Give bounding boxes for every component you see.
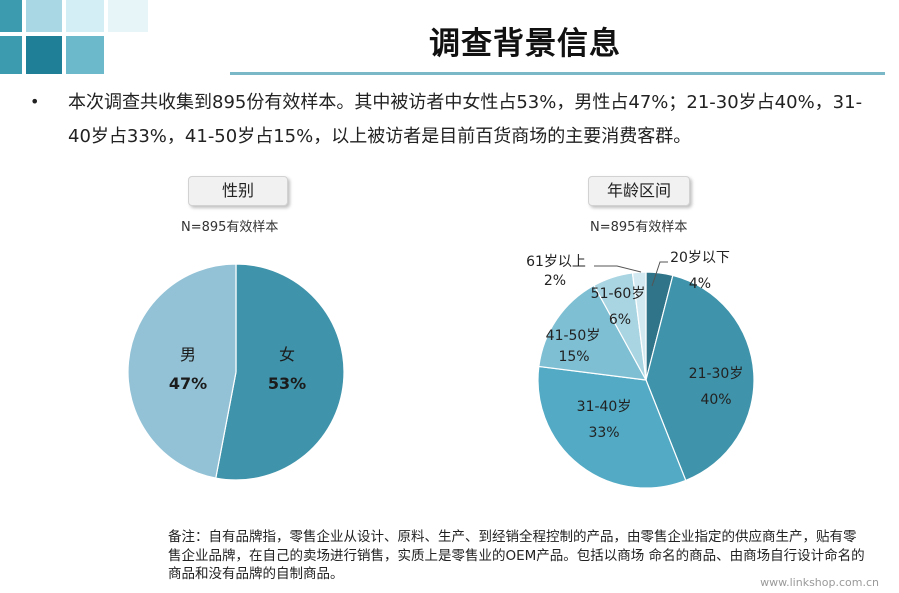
slice-value-label: 15% (558, 349, 589, 365)
pie-slice (538, 284, 648, 381)
watermark: www.linkshop.com.cn (760, 576, 879, 589)
slice-label: 31-40岁 (577, 399, 632, 415)
slice-value-label: 6% (609, 312, 631, 328)
corner-decoration (0, 0, 150, 75)
slice-value-label: 40% (700, 392, 731, 408)
slice-label: 41-50岁 (546, 328, 601, 344)
age-chart-title: 年龄区间 (588, 176, 690, 206)
deco-square (108, 0, 148, 32)
slice-value-label: 4% (689, 276, 711, 292)
slice-label: 20岁以下 (670, 250, 730, 266)
slice-label: 61岁以上 (526, 254, 586, 270)
gender-chart-subtitle: N=895有效样本 (181, 220, 279, 235)
footnote: 备注：自有品牌指，零售企业从设计、原料、生产、到经销全程控制的产品，由零售企业指… (168, 529, 865, 582)
slice-label: 女 (279, 345, 295, 364)
slice-label: 51-60岁 (591, 286, 646, 302)
deco-square (0, 36, 22, 74)
page-title: 调查背景信息 (429, 26, 621, 62)
age-chart-subtitle: N=895有效样本 (590, 220, 688, 235)
slice-value-label: 47% (169, 374, 207, 393)
pie-slice (127, 263, 237, 479)
pie-slice (631, 271, 647, 381)
slice-value-label: 53% (268, 374, 306, 393)
slice-value-label: 33% (588, 425, 619, 441)
deco-square (26, 0, 62, 32)
deco-square (0, 0, 22, 32)
bullet-dot: • (30, 92, 40, 111)
title-underline (230, 72, 885, 75)
slice-value-label: 2% (544, 273, 566, 289)
intro-text: 本次调查共收集到895份有效样本。其中被访者中女性占53%，男性占47%；21-… (68, 92, 863, 147)
pie-slice (645, 274, 755, 482)
slice-label: 男 (180, 345, 196, 364)
pie-slice (537, 365, 687, 489)
leader-line (594, 265, 642, 273)
deco-square (26, 36, 62, 74)
deco-square (66, 36, 104, 74)
leader-line (651, 261, 668, 287)
gender-chart-title: 性别 (188, 176, 288, 206)
pie-slice (215, 263, 345, 481)
slice-label: 21-30岁 (689, 366, 744, 382)
deco-square (66, 0, 104, 32)
